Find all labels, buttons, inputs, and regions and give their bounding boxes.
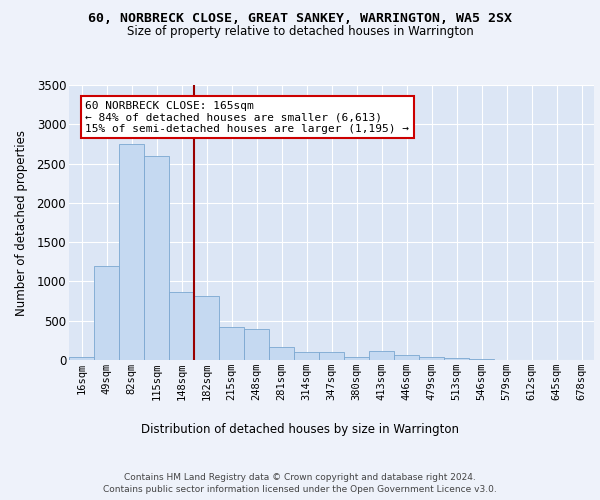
Y-axis label: Number of detached properties: Number of detached properties [15, 130, 28, 316]
Bar [394, 356, 419, 360]
Bar [244, 330, 269, 360]
Bar [94, 266, 119, 360]
Bar [419, 357, 444, 360]
Bar [144, 156, 169, 360]
Bar [294, 352, 319, 360]
Bar [119, 144, 144, 360]
Bar [319, 352, 344, 360]
Text: Size of property relative to detached houses in Warrington: Size of property relative to detached ho… [127, 25, 473, 38]
Bar [219, 327, 244, 360]
Bar [269, 346, 294, 360]
Bar [169, 292, 194, 360]
Text: Distribution of detached houses by size in Warrington: Distribution of detached houses by size … [141, 422, 459, 436]
Bar [469, 359, 494, 360]
Bar [194, 296, 219, 360]
Bar [444, 358, 469, 360]
Text: 60, NORBRECK CLOSE, GREAT SANKEY, WARRINGTON, WA5 2SX: 60, NORBRECK CLOSE, GREAT SANKEY, WARRIN… [88, 12, 512, 26]
Text: Contains public sector information licensed under the Open Government Licence v3: Contains public sector information licen… [103, 485, 497, 494]
Bar [344, 357, 369, 360]
Bar [69, 357, 94, 360]
Text: 60 NORBRECK CLOSE: 165sqm
← 84% of detached houses are smaller (6,613)
15% of se: 60 NORBRECK CLOSE: 165sqm ← 84% of detac… [85, 100, 409, 134]
Text: Contains HM Land Registry data © Crown copyright and database right 2024.: Contains HM Land Registry data © Crown c… [124, 472, 476, 482]
Bar [369, 352, 394, 360]
